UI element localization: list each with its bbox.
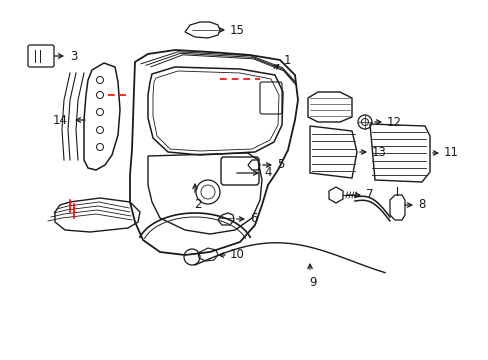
Text: 1: 1 — [284, 54, 291, 67]
Text: 5: 5 — [276, 158, 284, 171]
Text: 7: 7 — [365, 189, 373, 202]
Text: 6: 6 — [249, 212, 257, 225]
Text: 11: 11 — [443, 147, 458, 159]
Text: 10: 10 — [229, 248, 244, 261]
Text: 13: 13 — [371, 145, 386, 158]
Text: 3: 3 — [70, 49, 77, 63]
Text: 12: 12 — [386, 116, 401, 129]
Text: 9: 9 — [308, 276, 316, 289]
Text: 15: 15 — [229, 23, 244, 36]
Text: 2: 2 — [194, 198, 202, 211]
Text: 4: 4 — [264, 166, 271, 180]
Text: 8: 8 — [417, 198, 425, 211]
Text: 14: 14 — [53, 113, 68, 126]
